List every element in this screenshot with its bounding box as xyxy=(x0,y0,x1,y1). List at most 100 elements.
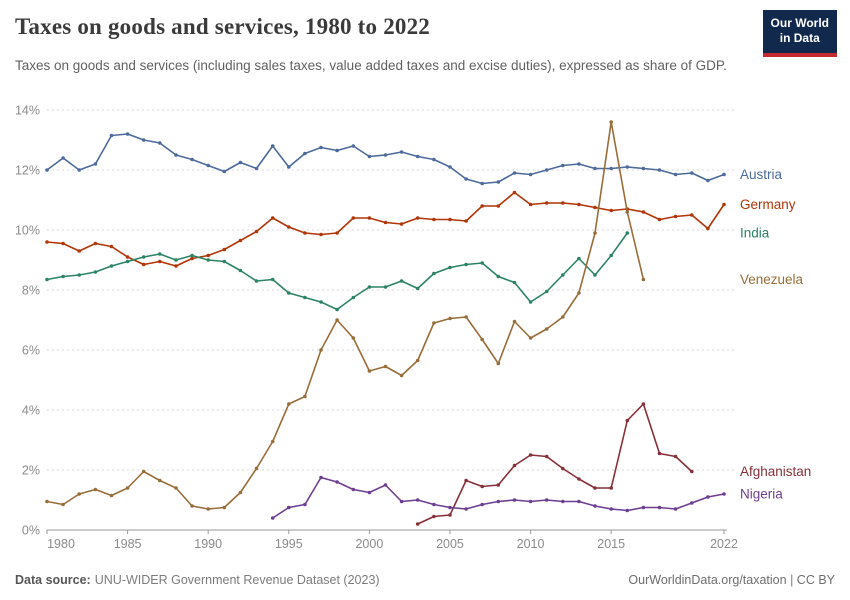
data-point-germany xyxy=(190,256,194,261)
data-point-nigeria xyxy=(657,505,662,510)
data-point-venezuela xyxy=(528,336,533,340)
x-axis-tick-label: 2005 xyxy=(436,537,464,551)
data-point-afghanistan xyxy=(577,477,581,481)
data-point-austria xyxy=(158,141,162,145)
data-point-india xyxy=(141,255,146,259)
data-point-nigeria xyxy=(448,505,452,510)
data-point-india xyxy=(77,273,81,277)
data-point-india xyxy=(383,285,388,289)
data-point-afghanistan xyxy=(496,483,501,487)
data-point-austria xyxy=(93,162,98,166)
data-point-india xyxy=(577,256,581,261)
data-point-germany xyxy=(690,213,694,217)
data-point-germany xyxy=(544,201,549,205)
data-point-germany xyxy=(432,217,436,222)
data-point-india xyxy=(415,286,420,291)
data-point-germany xyxy=(141,262,146,267)
data-source-label: Data source: xyxy=(15,573,91,587)
data-point-venezuela xyxy=(303,394,307,399)
data-point-germany xyxy=(415,216,420,220)
data-point-venezuela xyxy=(351,336,356,340)
data-point-austria xyxy=(415,154,420,159)
series-line-germany xyxy=(46,191,725,267)
data-point-austria xyxy=(174,153,178,157)
data-point-germany xyxy=(174,264,178,268)
data-point-austria xyxy=(61,156,65,160)
legend-label-nigeria[interactable]: Nigeria xyxy=(740,487,783,502)
legend-label-india[interactable]: India xyxy=(740,226,770,241)
data-point-germany xyxy=(496,204,501,208)
data-point-venezuela xyxy=(61,502,65,507)
data-point-nigeria xyxy=(351,487,356,492)
data-point-india xyxy=(45,277,49,282)
x-axis-tick-label: 2022 xyxy=(710,537,738,551)
data-point-germany xyxy=(45,240,49,244)
data-point-austria xyxy=(141,138,146,142)
data-point-india xyxy=(432,271,436,276)
data-point-afghanistan xyxy=(609,486,613,490)
license-link[interactable]: CC BY xyxy=(796,573,835,587)
data-point-austria xyxy=(544,168,549,172)
taxation-link[interactable]: OurWorldinData.org/taxation xyxy=(628,573,787,587)
x-axis-tick-label: 1990 xyxy=(194,537,222,551)
data-point-austria xyxy=(593,166,597,171)
data-point-afghanistan xyxy=(464,478,468,483)
data-point-austria xyxy=(77,168,81,172)
data-point-austria xyxy=(335,148,339,153)
legend-label-germany[interactable]: Germany xyxy=(740,197,796,212)
series-line-afghanistan xyxy=(416,403,693,525)
data-point-germany xyxy=(641,210,646,214)
data-point-nigeria xyxy=(625,508,630,513)
data-point-venezuela xyxy=(544,327,549,331)
footer-links: OurWorldinData.org/taxation | CC BY xyxy=(628,573,835,587)
legend-label-afghanistan[interactable]: Afghanistan xyxy=(740,464,811,479)
data-point-venezuela xyxy=(174,486,178,490)
logo-line1: Our World xyxy=(770,16,829,30)
page-title: Taxes on goods and services, 1980 to 202… xyxy=(15,14,430,39)
data-point-germany xyxy=(222,247,227,252)
data-point-austria xyxy=(690,171,694,175)
y-axis-tick-label: 4% xyxy=(22,404,40,418)
data-point-venezuela xyxy=(641,277,646,282)
data-point-venezuela xyxy=(270,439,275,444)
data-point-india xyxy=(174,258,178,262)
data-source: Data source: UNU-WIDER Government Revenue… xyxy=(15,573,380,587)
data-point-germany xyxy=(125,255,130,259)
data-point-nigeria xyxy=(673,507,678,511)
legend-label-venezuela[interactable]: Venezuela xyxy=(740,272,804,287)
series-line-india xyxy=(46,232,629,311)
data-point-nigeria xyxy=(641,505,646,510)
data-point-germany xyxy=(706,226,710,231)
data-point-austria xyxy=(641,166,646,171)
data-point-venezuela xyxy=(141,469,146,474)
y-axis-tick-label: 12% xyxy=(15,164,40,178)
data-point-venezuela xyxy=(45,499,49,504)
data-point-afghanistan xyxy=(641,402,646,406)
data-point-germany xyxy=(480,204,485,208)
y-axis-tick-label: 6% xyxy=(22,344,40,358)
data-source-text: UNU-WIDER Government Revenue Dataset (20… xyxy=(94,573,380,587)
data-point-austria xyxy=(625,165,630,169)
data-point-nigeria xyxy=(480,502,485,507)
data-point-india xyxy=(544,289,549,294)
data-point-venezuela xyxy=(448,316,452,321)
data-point-nigeria xyxy=(287,505,291,510)
legend-label-austria[interactable]: Austria xyxy=(740,167,783,182)
data-point-india xyxy=(335,307,339,312)
data-point-india xyxy=(399,279,404,283)
data-point-germany xyxy=(254,229,259,234)
data-point-india xyxy=(206,258,210,262)
data-point-nigeria xyxy=(415,498,420,502)
data-point-germany xyxy=(577,202,581,207)
x-axis-tick-label: 1980 xyxy=(47,537,75,551)
owid-logo[interactable]: Our World in Data xyxy=(762,10,837,57)
data-point-austria xyxy=(383,153,388,157)
data-point-venezuela xyxy=(238,490,243,495)
data-point-india xyxy=(367,285,372,289)
data-point-austria xyxy=(448,165,452,169)
data-point-germany xyxy=(77,249,81,253)
data-point-germany xyxy=(367,216,372,220)
data-point-india xyxy=(561,273,565,277)
data-point-india xyxy=(480,261,485,265)
